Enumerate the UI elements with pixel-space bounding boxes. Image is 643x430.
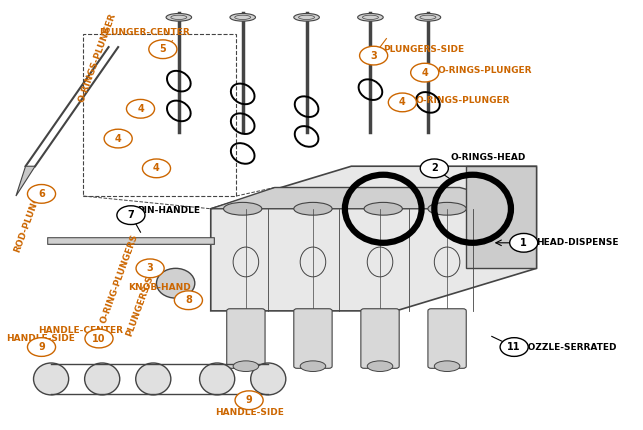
Circle shape [85, 329, 113, 348]
Ellipse shape [294, 203, 332, 215]
Text: 3: 3 [370, 51, 377, 61]
Text: O-RINGS-PLUNGER: O-RINGS-PLUNGER [77, 12, 118, 104]
Text: 9: 9 [38, 342, 45, 352]
Text: PLUNGERS-SIDE: PLUNGERS-SIDE [383, 45, 464, 54]
Ellipse shape [224, 203, 262, 215]
Text: 5: 5 [159, 44, 167, 54]
Ellipse shape [415, 13, 440, 21]
Text: HEAD-DISPENSE: HEAD-DISPENSE [536, 238, 619, 247]
Circle shape [510, 233, 538, 252]
Circle shape [117, 206, 145, 224]
FancyBboxPatch shape [294, 309, 332, 369]
Circle shape [388, 93, 417, 112]
Text: 4: 4 [137, 104, 144, 114]
Circle shape [28, 338, 55, 356]
Text: 8: 8 [185, 295, 192, 305]
Ellipse shape [85, 363, 120, 395]
FancyBboxPatch shape [428, 309, 466, 369]
Ellipse shape [428, 203, 466, 215]
Ellipse shape [233, 361, 258, 372]
Ellipse shape [294, 13, 320, 21]
Text: PIN-HANDLE: PIN-HANDLE [138, 206, 201, 215]
Circle shape [500, 338, 528, 356]
Circle shape [127, 99, 154, 118]
Text: 10: 10 [92, 334, 105, 344]
Circle shape [149, 40, 177, 58]
Text: 4: 4 [421, 68, 428, 78]
Text: 11: 11 [507, 342, 521, 352]
Ellipse shape [367, 361, 393, 372]
Ellipse shape [300, 361, 326, 372]
Text: O-RINGS-HEAD: O-RINGS-HEAD [450, 153, 525, 162]
Text: 4: 4 [399, 98, 406, 108]
Text: HANDLE-SIDE: HANDLE-SIDE [215, 408, 284, 418]
Ellipse shape [199, 363, 235, 395]
Text: PLUNGERS-SIDE: PLUNGERS-SIDE [125, 258, 161, 338]
Circle shape [421, 159, 448, 178]
Text: 3: 3 [147, 263, 154, 273]
FancyBboxPatch shape [361, 309, 399, 369]
Text: ROD-PLUNGER: ROD-PLUNGER [13, 181, 46, 253]
Ellipse shape [230, 13, 255, 21]
Ellipse shape [33, 363, 69, 395]
Ellipse shape [156, 268, 195, 298]
Circle shape [235, 391, 263, 410]
Text: KNOB-HAND: KNOB-HAND [128, 283, 190, 292]
Ellipse shape [364, 203, 403, 215]
Text: NOZZLE-SERRATED: NOZZLE-SERRATED [521, 343, 617, 352]
Text: HANDLE-CENTER: HANDLE-CENTER [39, 326, 123, 335]
Text: 4: 4 [153, 163, 160, 173]
Text: O-RING-PLUNGERS: O-RING-PLUNGERS [99, 233, 140, 325]
Circle shape [359, 46, 388, 65]
Circle shape [411, 63, 439, 82]
Text: 2: 2 [431, 163, 438, 173]
Text: 1: 1 [520, 238, 527, 248]
Polygon shape [466, 166, 536, 268]
Circle shape [174, 291, 203, 310]
Text: 4: 4 [115, 134, 122, 144]
Text: HANDLE-SIDE: HANDLE-SIDE [6, 334, 75, 343]
Circle shape [136, 259, 164, 278]
Circle shape [104, 129, 132, 148]
Circle shape [143, 159, 170, 178]
Ellipse shape [136, 363, 171, 395]
Text: 6: 6 [38, 189, 45, 199]
Polygon shape [211, 166, 536, 311]
FancyBboxPatch shape [227, 309, 265, 369]
Text: 9: 9 [246, 395, 253, 405]
Text: O-RINGS-PLUNGER: O-RINGS-PLUNGER [415, 96, 510, 105]
Ellipse shape [358, 13, 383, 21]
Polygon shape [16, 166, 35, 196]
Text: O-RINGS-PLUNGER: O-RINGS-PLUNGER [437, 66, 532, 75]
Ellipse shape [251, 363, 286, 395]
Polygon shape [211, 187, 536, 209]
Text: PLUNGER-CENTER: PLUNGER-CENTER [99, 28, 190, 37]
Ellipse shape [166, 13, 192, 21]
Ellipse shape [434, 361, 460, 372]
Text: 7: 7 [127, 210, 134, 220]
Circle shape [28, 184, 55, 203]
